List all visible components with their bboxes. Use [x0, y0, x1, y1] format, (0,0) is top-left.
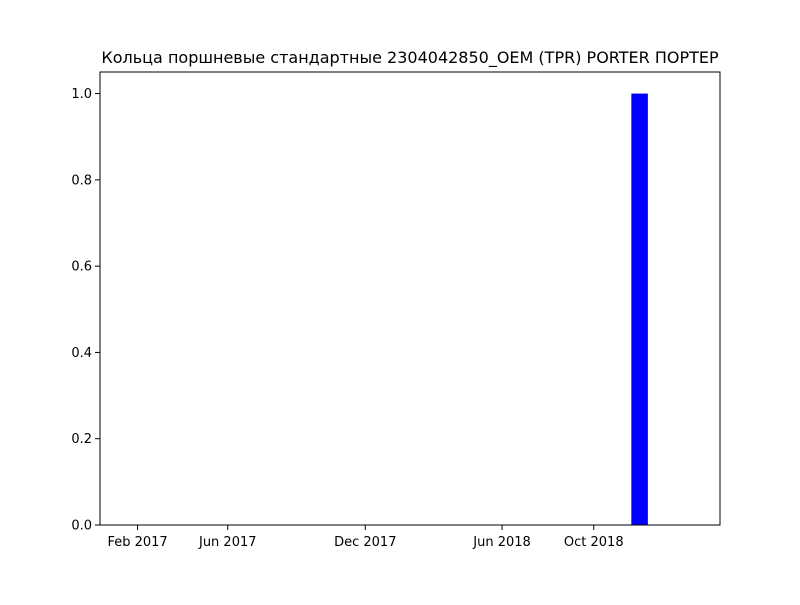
y-tick-label: 0.0	[71, 519, 92, 534]
chart-title: Кольца поршневые стандартные 2304042850_…	[101, 48, 719, 68]
x-tick-label: Jun 2017	[198, 535, 257, 550]
y-tick-label: 0.4	[71, 346, 92, 361]
y-tick-label: 0.2	[71, 432, 92, 447]
x-tick-label: Dec 2017	[334, 535, 396, 550]
x-tick-label: Feb 2017	[107, 535, 167, 550]
y-tick-label: 0.8	[71, 173, 92, 188]
x-tick-label: Jun 2018	[472, 535, 531, 550]
bar	[631, 93, 648, 526]
plot-frame	[99, 71, 721, 526]
x-tick-label: Oct 2018	[564, 535, 624, 550]
y-tick-label: 0.6	[71, 260, 92, 275]
y-tick-label: 1.0	[71, 87, 92, 102]
